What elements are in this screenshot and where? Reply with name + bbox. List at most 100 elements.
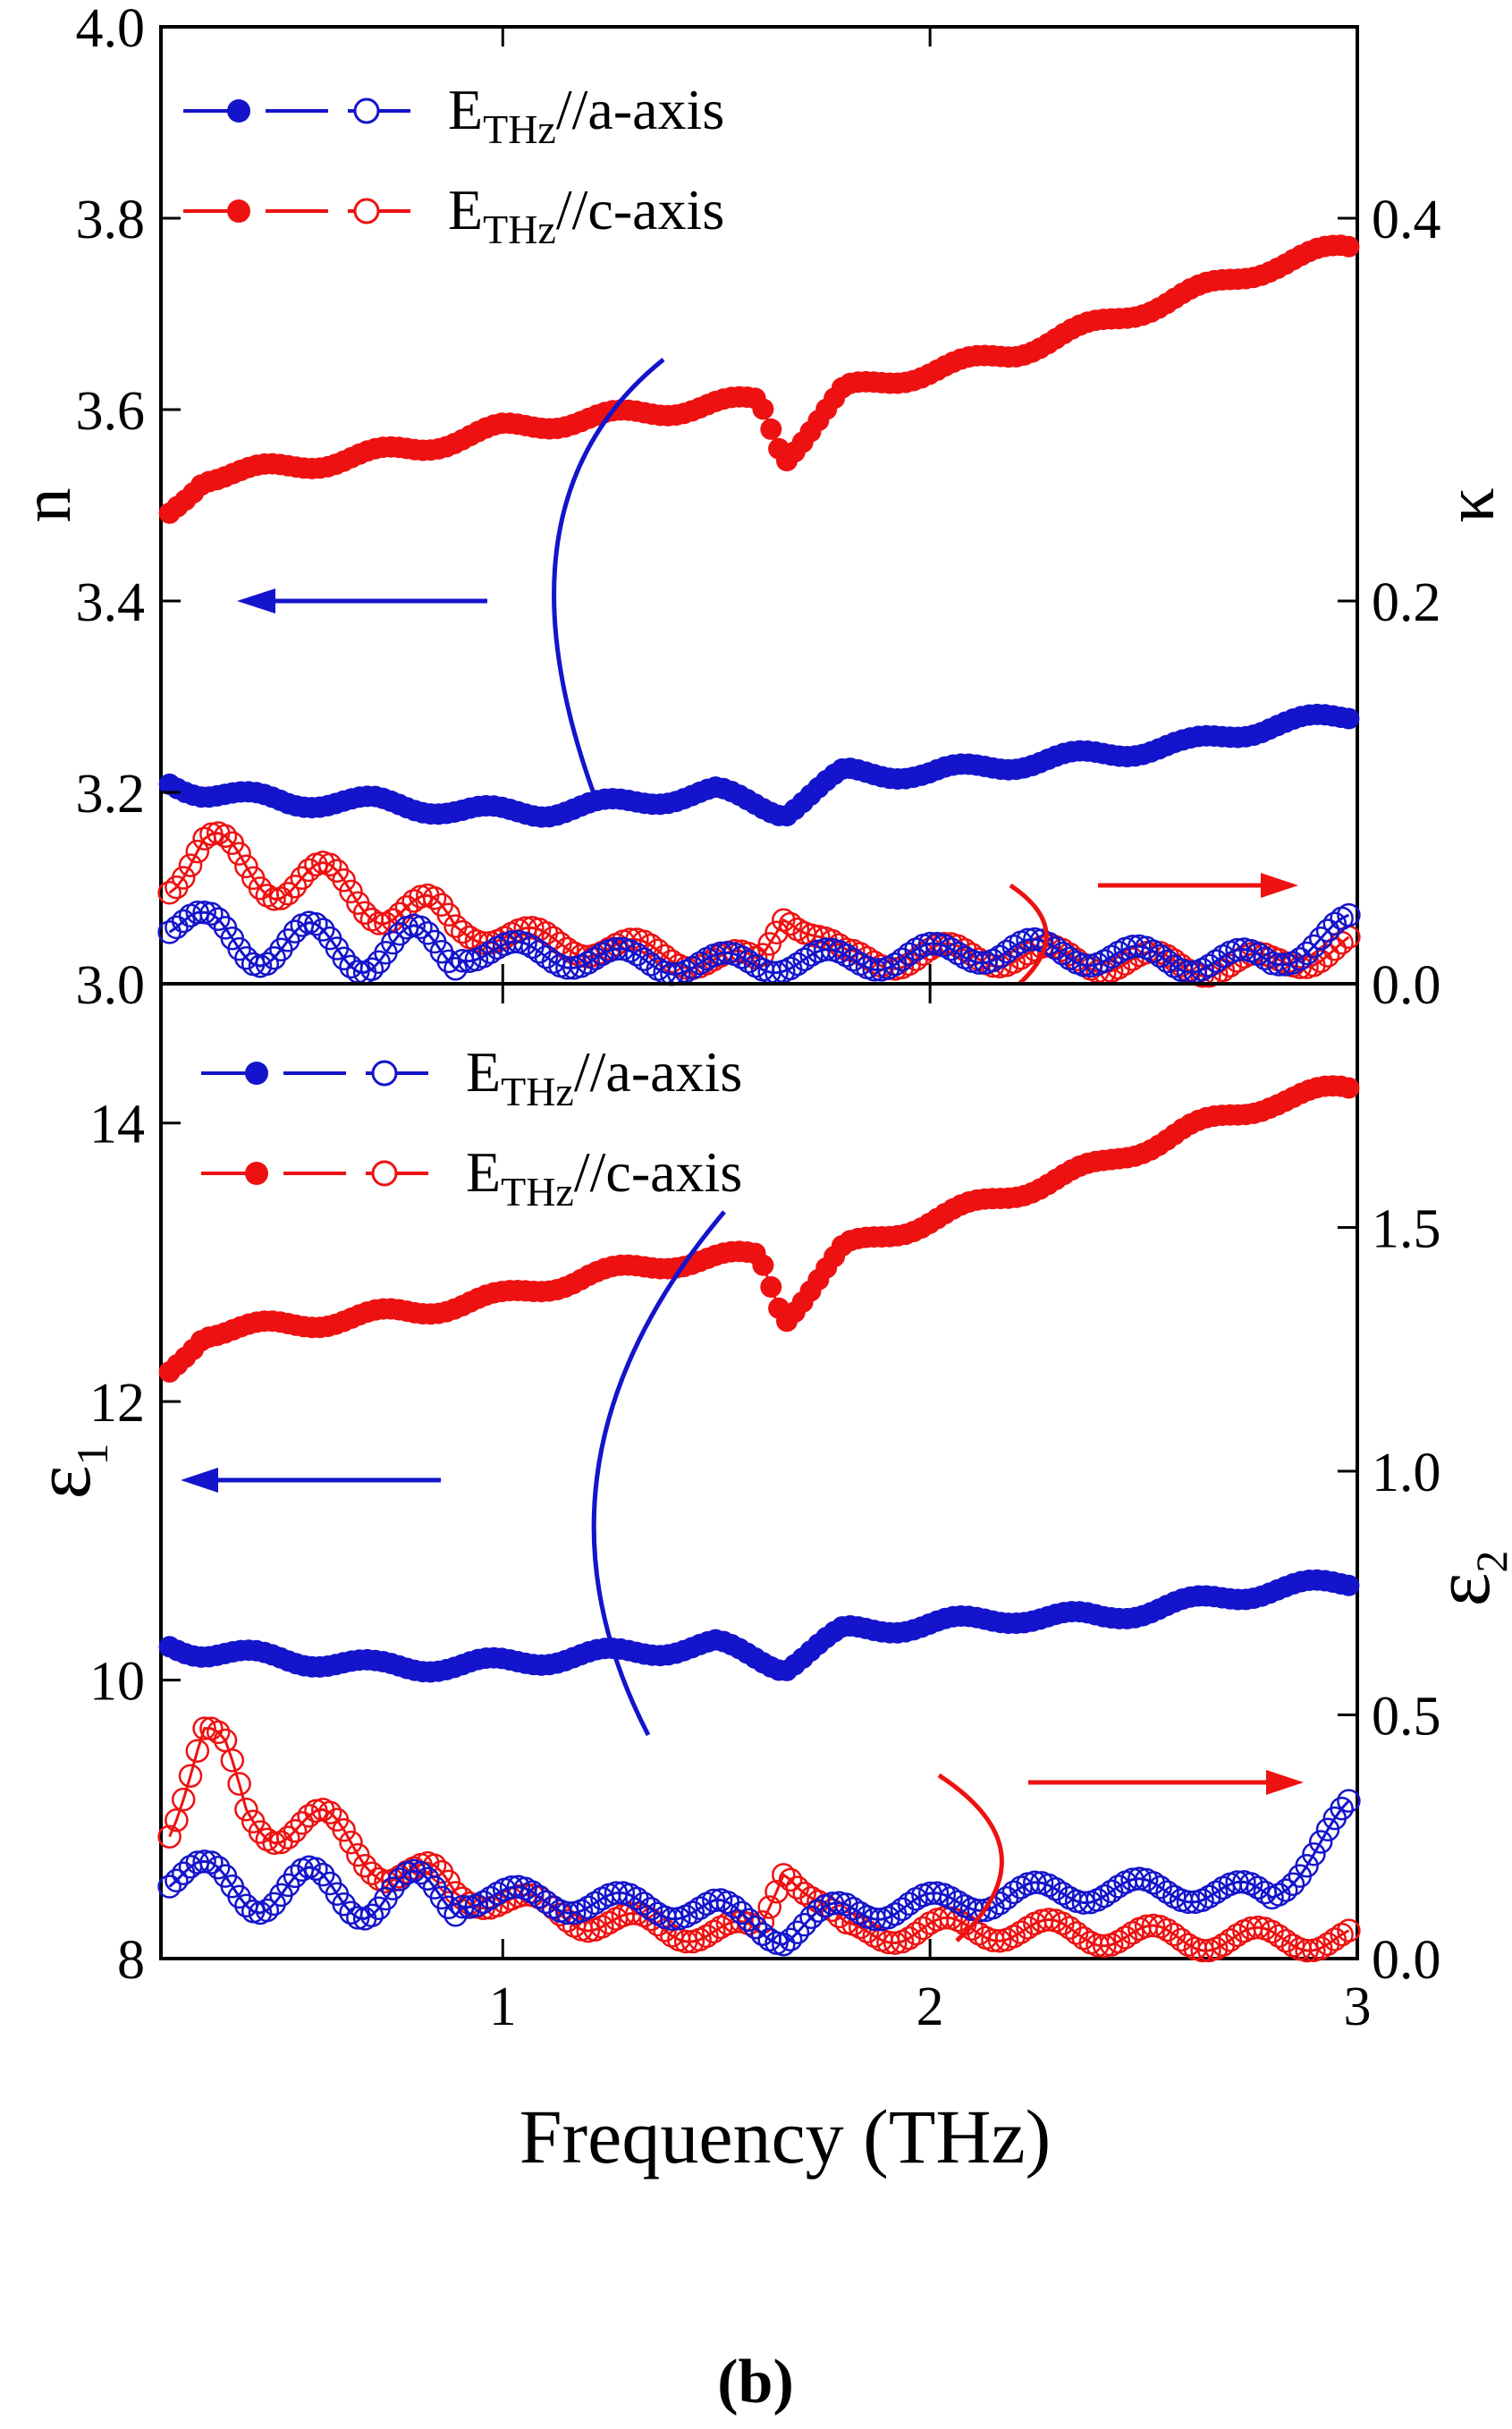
series-line: [168, 1799, 1350, 1946]
data-point: [255, 952, 280, 977]
panel-bottom: 1 2 381012140.00.51.01.5ε1ε2ETHz//a-axisET…: [19, 982, 1512, 2037]
data-point: [1315, 1817, 1340, 1842]
legend: ETHz//a-axis ETHz//c-axis: [183, 78, 724, 252]
data-point: [1155, 1880, 1179, 1904]
y-left-tick-label: 3.2: [76, 764, 146, 825]
legend-entry: ETHz//c-axis: [183, 178, 724, 252]
data-point: [283, 919, 308, 944]
data-point: [1308, 1830, 1333, 1854]
data-point: [234, 1798, 258, 1822]
y-right-tick-label: 0.4: [1372, 190, 1441, 250]
data-point: [757, 1895, 781, 1919]
y-left-tick-label: 4.0: [76, 0, 146, 59]
data-point: [387, 901, 412, 927]
data-point: [841, 947, 866, 972]
legend-label-main: E: [448, 78, 483, 141]
data-point: [1273, 1928, 1298, 1953]
data-point: [171, 1787, 196, 1812]
data-point: [1204, 949, 1229, 973]
data-point: [750, 1922, 775, 1946]
data-point: [275, 882, 300, 906]
data-point: [290, 866, 315, 890]
data-point: [1295, 941, 1319, 966]
data-point: [1280, 1872, 1305, 1897]
figure-label: (b): [717, 2348, 794, 2416]
data-point: [269, 886, 293, 910]
data-point: [339, 879, 363, 904]
x-tick-label: 2: [916, 1976, 944, 2037]
data-point: [165, 1868, 189, 1893]
data-point: [752, 398, 774, 420]
legend-label-rest: //a-axis: [556, 78, 724, 141]
data-point: [1338, 1077, 1360, 1099]
annotations: [237, 358, 1298, 986]
data-point: [778, 1867, 803, 1892]
legend-label-rest: //c-axis: [556, 178, 724, 241]
data-point: [332, 1818, 356, 1842]
data-point: [1155, 949, 1179, 974]
right-arrow-head: [1261, 873, 1298, 898]
data-point: [1009, 1920, 1033, 1944]
data-point: [304, 1857, 328, 1881]
data-point: [1099, 944, 1124, 969]
y-right-axis-subscript: 2: [1466, 1551, 1512, 1573]
data-point: [807, 1899, 831, 1923]
series-1: [158, 1569, 1360, 1683]
data-point: [1338, 707, 1360, 730]
data-point: [730, 945, 754, 969]
data-point: [339, 1830, 363, 1855]
data-point: [576, 1895, 601, 1920]
data-point: [317, 852, 342, 876]
data-point: [772, 1863, 796, 1887]
data-point: [387, 1867, 412, 1892]
data-point: [1302, 1842, 1326, 1866]
data-point: [1043, 1877, 1068, 1901]
data-point: [939, 937, 963, 961]
y-left-axis-subscript: 1: [67, 1443, 117, 1466]
left-arrow-head: [237, 588, 275, 614]
data-point: [1197, 1884, 1221, 1909]
data-point: [1051, 1882, 1075, 1906]
data-point: [310, 1862, 335, 1887]
data-point: [1295, 1938, 1319, 1963]
y-left-tick-label: 12: [89, 1373, 145, 1434]
data-point: [234, 854, 258, 879]
data-point: [199, 822, 224, 846]
data-point: [792, 1881, 816, 1906]
data-point: [583, 1891, 607, 1916]
data-point: [283, 874, 308, 899]
data-point: [1330, 1796, 1354, 1821]
data-point: [436, 902, 460, 927]
legend-label: ETHz//a-axis: [466, 1040, 742, 1114]
data-point: [534, 944, 559, 969]
red-bracket-arc: [937, 1773, 1004, 1942]
data-point: [381, 930, 405, 955]
data-point: [409, 1860, 433, 1885]
legend-marker-filled: [245, 1162, 268, 1185]
y-right-axis-label: κ: [1431, 487, 1508, 522]
legend-label-main: E: [466, 1140, 501, 1204]
data-point: [471, 944, 495, 969]
y-left-tick-label: 8: [117, 1930, 145, 1991]
data-point: [387, 921, 412, 946]
data-point: [792, 1912, 816, 1937]
y-right-tick-label: 1.0: [1372, 1443, 1441, 1503]
data-point: [206, 907, 231, 931]
data-point: [1337, 1789, 1361, 1813]
y-left-tick-label: 10: [89, 1652, 145, 1713]
data-point: [262, 1831, 286, 1856]
y-left-tick-label: 3.4: [76, 572, 146, 633]
y-right-axis-label: ε2: [1418, 1551, 1512, 1607]
legend-label: ETHz//a-axis: [448, 78, 724, 152]
data-point: [220, 1748, 245, 1773]
data-point: [760, 1276, 782, 1298]
data-point: [332, 868, 356, 893]
data-point: [1322, 911, 1347, 936]
data-point: [262, 887, 286, 911]
data-point: [1001, 1880, 1026, 1905]
data-point: [967, 1899, 992, 1923]
data-point: [352, 1853, 377, 1878]
data-point: [702, 1919, 726, 1944]
